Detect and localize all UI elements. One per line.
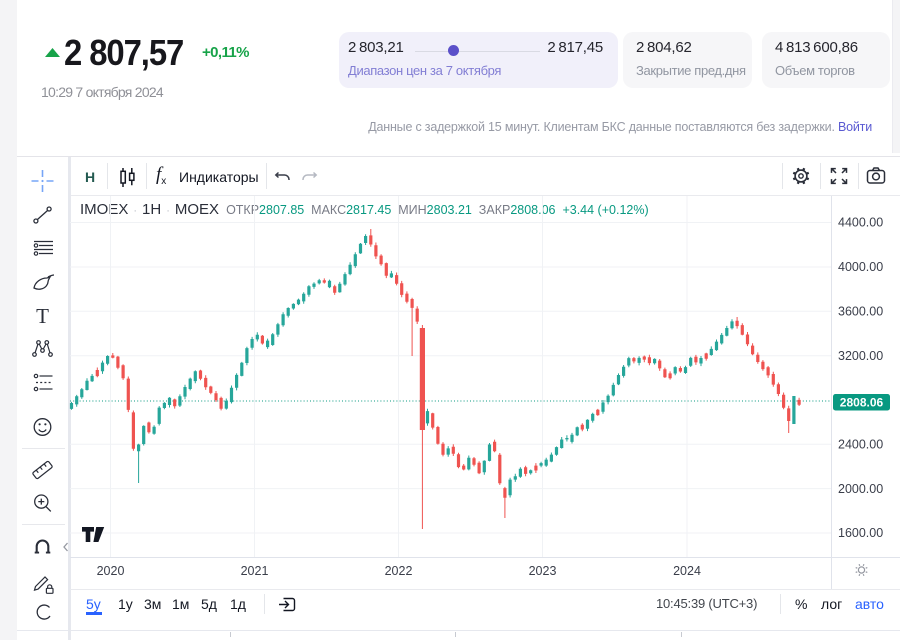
svg-text:4400.00: 4400.00 bbox=[838, 216, 883, 230]
svg-text:T: T bbox=[36, 304, 49, 328]
svg-text:2400.00: 2400.00 bbox=[838, 438, 883, 452]
svg-text:3600.00: 3600.00 bbox=[838, 305, 883, 319]
svg-text:2021: 2021 bbox=[241, 564, 269, 578]
svg-text:1600.00: 1600.00 bbox=[838, 526, 883, 540]
svg-text:2023: 2023 bbox=[529, 564, 557, 578]
svg-text:2020: 2020 bbox=[97, 564, 125, 578]
svg-text:3200.00: 3200.00 bbox=[838, 349, 883, 363]
svg-text:2024: 2024 bbox=[673, 564, 701, 578]
svg-text:4000.00: 4000.00 bbox=[838, 260, 883, 274]
svg-text:2808.06: 2808.06 bbox=[840, 396, 884, 410]
svg-text:2000.00: 2000.00 bbox=[838, 482, 883, 496]
svg-text:2022: 2022 bbox=[385, 564, 413, 578]
